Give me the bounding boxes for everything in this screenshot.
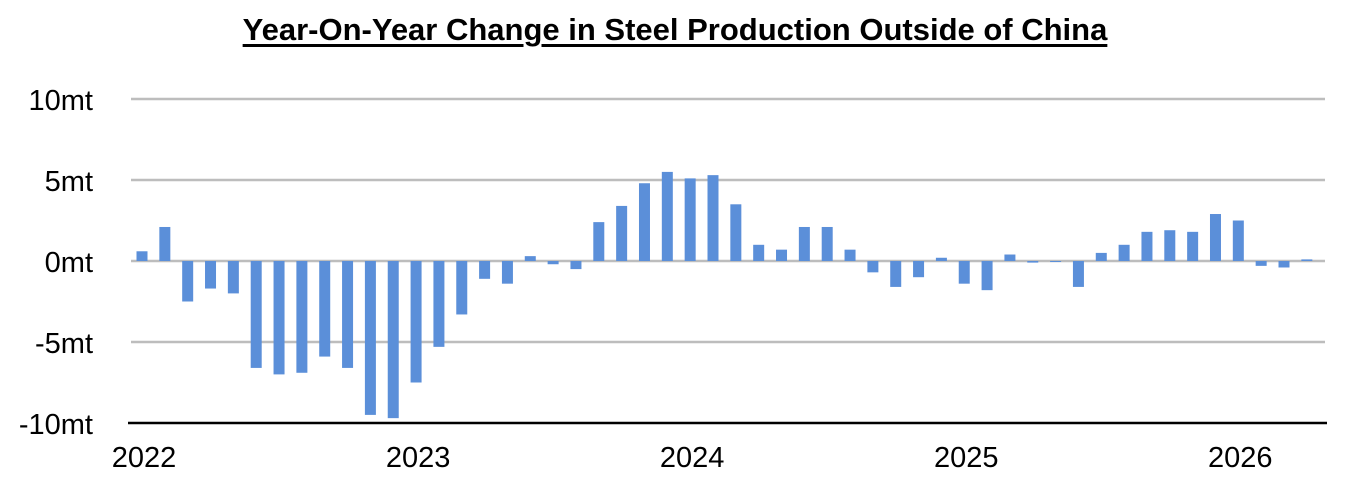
- bar: [1004, 254, 1016, 261]
- bar: [616, 205, 628, 261]
- bar: [547, 261, 559, 265]
- bar: [958, 261, 970, 284]
- bar: [1095, 252, 1107, 261]
- bar: [159, 226, 171, 261]
- y-tick-label: 5mt: [45, 166, 93, 198]
- x-tick-labels: 2022 2023 2024 2025 2026: [112, 442, 1273, 474]
- bar: [776, 249, 788, 261]
- bar: [798, 226, 810, 261]
- bar: [753, 244, 765, 261]
- bar: [684, 178, 696, 261]
- bar: [981, 261, 993, 291]
- bar: [1232, 220, 1244, 261]
- x-tick-label: 2024: [660, 442, 725, 474]
- bar: [410, 261, 422, 383]
- bar: [479, 261, 491, 279]
- bar: [935, 257, 947, 261]
- bar: [593, 222, 605, 261]
- bar: [1141, 231, 1153, 261]
- bar: [638, 183, 650, 261]
- bar: [319, 261, 331, 357]
- bar: [1278, 261, 1290, 268]
- bar: [1301, 259, 1313, 261]
- x-tick-label: 2025: [934, 442, 999, 474]
- bar: [524, 256, 536, 261]
- bar: [707, 175, 719, 261]
- y-tick-label: 0mt: [45, 247, 93, 279]
- bar: [456, 261, 468, 315]
- bar: [1118, 244, 1130, 261]
- bar: [1255, 261, 1267, 266]
- bar: [867, 261, 879, 273]
- bar: [1027, 261, 1039, 263]
- x-tick-label: 2023: [386, 442, 451, 474]
- bar: [1209, 214, 1221, 261]
- bar: [250, 261, 262, 368]
- bar: [1164, 230, 1176, 261]
- y-tick-label: 10mt: [29, 85, 93, 117]
- bar: [821, 226, 833, 261]
- bar: [844, 249, 856, 261]
- bar: [205, 261, 217, 289]
- y-tick-label: -5mt: [35, 328, 93, 360]
- bar: [913, 261, 925, 278]
- bar: [1072, 261, 1084, 287]
- bar: [296, 261, 308, 373]
- chart-title: Year-On-Year Change in Steel Production …: [242, 12, 1108, 47]
- x-tick-label: 2022: [112, 442, 177, 474]
- bar: [182, 261, 194, 302]
- gridlines: [131, 97, 1325, 344]
- bar: [890, 261, 902, 287]
- y-tick-labels: 10mt 5mt 0mt -5mt -10mt: [19, 85, 93, 441]
- bar: [1187, 231, 1199, 261]
- y-tick-label: -10mt: [19, 409, 93, 441]
- bar: [364, 261, 376, 415]
- bar: [273, 261, 285, 375]
- bar: [433, 261, 445, 347]
- bars: [136, 171, 1313, 419]
- bar: [1050, 261, 1062, 262]
- bar: [730, 204, 742, 261]
- x-tick-label: 2026: [1208, 442, 1273, 474]
- bar: [661, 171, 673, 261]
- bar: [342, 261, 354, 368]
- bar: [570, 261, 582, 270]
- bar: [501, 261, 513, 284]
- bar: [387, 261, 399, 419]
- bar: [136, 251, 148, 261]
- bar: [227, 261, 239, 294]
